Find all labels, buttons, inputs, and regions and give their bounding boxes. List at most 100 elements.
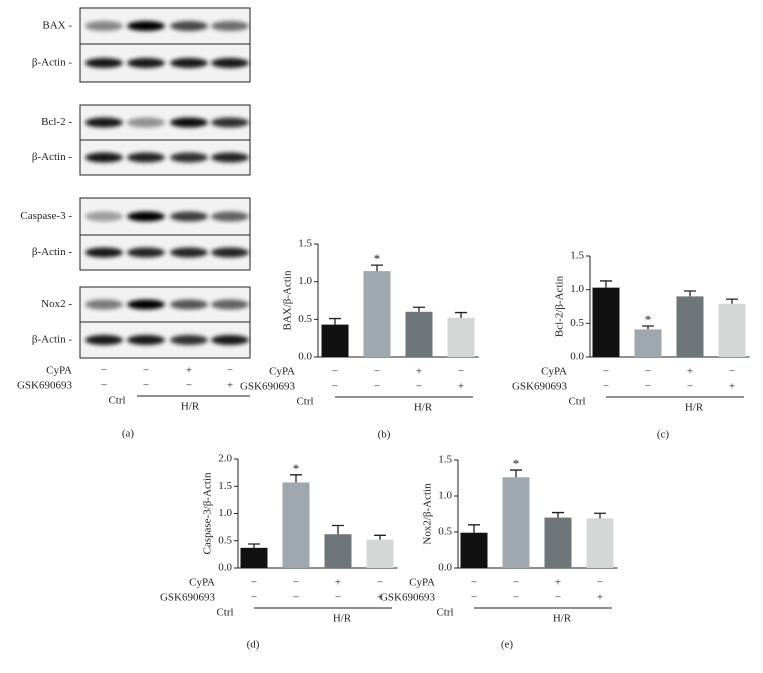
bar [634,329,662,357]
condition-label: CyPA [189,577,215,589]
group-label: H/R [553,613,572,625]
blot-band [211,335,249,345]
condition-label: CyPA [541,366,567,378]
condition-label: GSK690693 [512,381,568,393]
condition-sign: − [471,577,477,589]
blot-band [85,247,123,258]
group-label: Ctrl [216,607,233,619]
bar [502,477,530,568]
group-label: Ctrl [108,395,125,407]
condition-sign: − [101,380,107,392]
condition-sign: − [293,592,299,604]
blot-band [170,335,208,345]
condition-sign: − [332,381,338,393]
condition-sign: + [555,577,561,589]
error-bar [329,317,341,325]
blot-band [127,247,165,258]
blot-row-label: β-Actin - [32,151,72,163]
condition-label: CyPA [46,365,72,377]
condition-sign: + [597,592,603,604]
blot-band [170,211,208,222]
condition-sign: − [603,381,609,393]
error-bar [510,469,522,478]
condition-label: CyPA [409,577,435,589]
blot-row-label: Bcl-2 - [41,116,72,128]
condition-sign: + [227,380,233,392]
blot-band [170,299,208,310]
y-tick-label: 0.5 [570,317,584,329]
blot-band [170,117,208,128]
condition-sign: − [513,577,519,589]
error-bar [600,280,612,288]
y-axis-label: Caspase-3/β-Actin [202,472,214,554]
condition-sign: − [374,366,380,378]
condition-sign: − [227,365,233,377]
y-tick-label: 1.5 [570,250,584,262]
condition-label: GSK690693 [160,592,216,604]
group-label: Ctrl [296,396,313,408]
error-bar [726,298,738,304]
bar [321,324,349,357]
error-bar [290,474,302,483]
blot-band [211,299,249,310]
condition-label: GSK690693 [380,592,436,604]
bar [592,287,620,357]
y-tick-label: 1.5 [438,454,452,466]
blot-band [170,21,208,31]
blot-band [211,247,249,258]
y-axis-label: BAX/β-Actin [282,270,294,330]
condition-sign: − [143,365,149,377]
panel-label: (e) [501,639,514,651]
blot-band [85,58,123,68]
blot-row-label: β-Actin - [32,334,72,346]
group-label: H/R [414,402,433,414]
condition-sign: − [729,366,735,378]
condition-sign: − [332,366,338,378]
bar [363,271,391,357]
blot-band [127,211,165,222]
condition-sign: − [186,380,192,392]
bar [586,518,614,568]
blot-band [127,117,165,128]
condition-sign: − [143,380,149,392]
blot-row-label: β-Actin - [32,246,72,258]
bar [282,482,310,568]
condition-sign: + [186,365,192,377]
group-label: H/R [333,613,352,625]
panel-label: (c) [657,429,670,441]
y-axis-label: Nox2/β-Actin [422,483,434,545]
panel-label: (d) [247,639,260,651]
group-label: H/R [685,402,704,414]
blot-row-label: BAX - [42,20,72,32]
blot-band [211,58,249,68]
condition-label: GSK690693 [17,380,73,392]
condition-sign: + [416,366,422,378]
significance-mark: * [645,312,652,327]
blot-band [85,152,123,163]
y-tick-label: 0.0 [570,351,584,363]
condition-sign: − [335,592,341,604]
condition-sign: − [603,366,609,378]
condition-sign: − [471,592,477,604]
y-tick-label: 0.0 [438,562,452,574]
panel-label: (b) [378,429,391,441]
y-tick-label: 1.5 [218,480,232,492]
y-tick-label: 0.5 [218,534,232,546]
blot-band [127,152,165,163]
blot-band [85,299,123,310]
y-tick-label: 0.5 [438,526,452,538]
blot-row-label: β-Actin - [32,57,72,69]
error-bar [248,543,260,548]
significance-mark: * [293,461,300,476]
error-bar [332,524,344,535]
y-tick-label: 0.0 [298,351,312,363]
error-bar [468,524,480,533]
condition-label: GSK690693 [240,381,296,393]
y-tick-label: 1.5 [298,238,312,250]
blot-band [170,247,208,258]
blot-band [127,58,165,68]
blot-band [127,299,165,310]
blot-row-label: Nox2 - [41,298,72,310]
condition-sign: − [597,577,603,589]
bar [366,539,394,568]
